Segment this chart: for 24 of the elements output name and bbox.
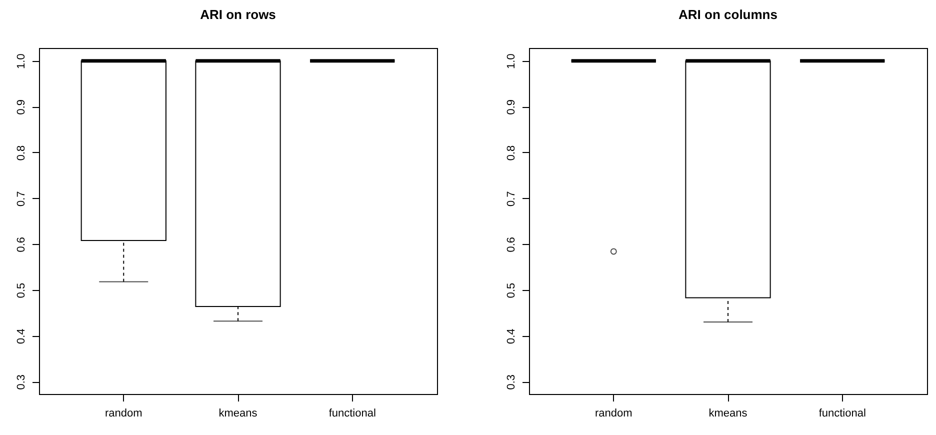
y-tick-label: 1.0 <box>506 54 518 69</box>
y-tick-label: 0.3 <box>16 374 28 390</box>
y-tick-label: 0.7 <box>16 191 28 206</box>
y-tick-label: 0.9 <box>506 100 518 115</box>
y-tick-label: 0.5 <box>16 282 28 298</box>
y-tick-label: 0.5 <box>506 282 518 298</box>
x-tick-label: functional <box>328 408 376 420</box>
x-tick-label: random <box>594 408 632 420</box>
y-tick-label: 0.4 <box>16 328 28 344</box>
y-tick-label: 0.9 <box>16 100 28 115</box>
y-tick-label: 0.6 <box>506 236 518 252</box>
y-tick-label: 0.6 <box>16 236 28 252</box>
x-tick-label: kmeans <box>708 408 748 420</box>
y-tick-label: 1.0 <box>16 54 28 69</box>
y-tick-label: 0.8 <box>506 145 518 161</box>
chart-title: ARI on columns <box>678 7 778 22</box>
x-tick-label: functional <box>818 408 866 420</box>
y-tick-label: 0.8 <box>16 145 28 161</box>
x-tick-label: kmeans <box>218 408 258 420</box>
chart-title: ARI on rows <box>200 7 276 22</box>
y-tick-label: 0.3 <box>506 374 518 390</box>
y-tick-label: 0.7 <box>506 191 518 206</box>
y-tick-label: 0.4 <box>506 328 518 344</box>
x-tick-label: random <box>104 408 142 420</box>
